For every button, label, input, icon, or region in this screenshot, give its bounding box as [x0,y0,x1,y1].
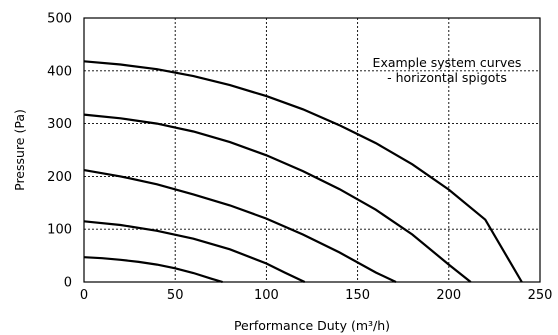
system-curve-5 [83,60,523,283]
y-tick-label: 300 [47,117,72,132]
system-curve-2 [83,220,306,283]
system-curve-3 [83,169,397,283]
y-tick-label: 400 [47,64,72,79]
y-axis-ticks: 0 100 200 300 400 500 [47,12,72,291]
annotation-line: Example system curves [373,55,522,70]
system-curve-1 [83,256,223,284]
annotation: Example system curves- horizontal spigot… [373,55,522,85]
plot-frame [83,17,541,283]
x-axis-ticks: 0 50 100 150 200 250 [80,288,553,303]
x-tick-label: 0 [80,288,88,303]
y-tick-label: 100 [47,223,72,238]
x-tick-label: 50 [167,288,184,303]
y-tick-label: 200 [47,170,72,185]
x-axis-label: Performance Duty (m³/h) [234,318,390,333]
x-tick-label: 250 [528,288,553,303]
y-tick-label: 0 [64,276,72,291]
annotation-line: - horizontal spigots [387,70,507,85]
curve-layer [83,60,523,284]
x-tick-label: 150 [345,288,370,303]
y-axis-label: Pressure (Pa) [12,109,27,191]
x-tick-label: 200 [436,288,461,303]
y-tick-label: 500 [47,12,72,27]
system-curve-4 [83,113,472,283]
x-tick-label: 100 [254,288,279,303]
